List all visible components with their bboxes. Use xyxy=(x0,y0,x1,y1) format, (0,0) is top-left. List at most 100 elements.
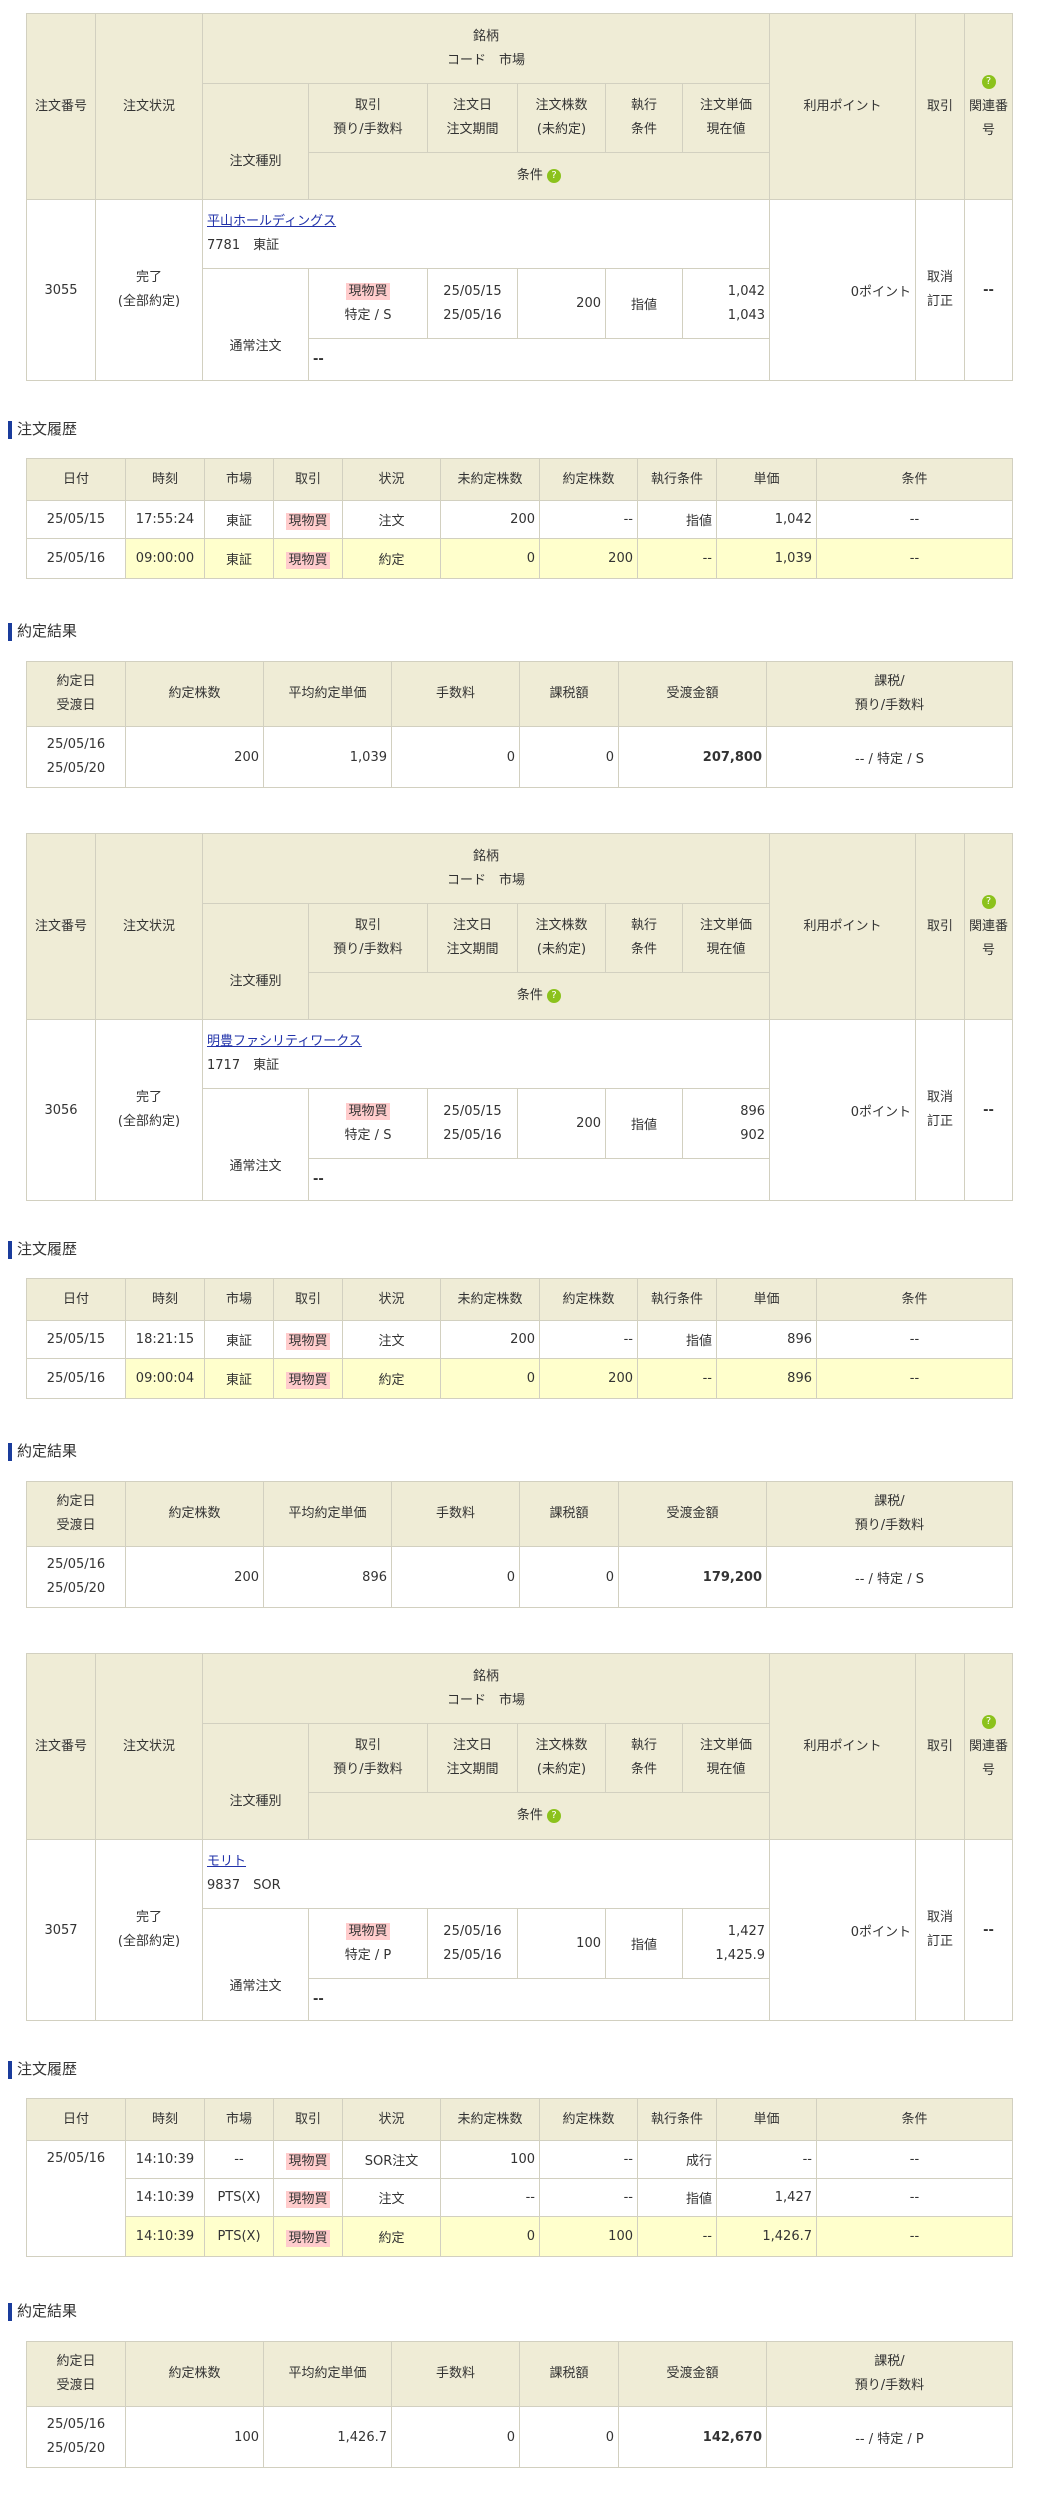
cancel-link[interactable]: 取消 xyxy=(927,270,954,285)
header-points: 利用ポイント xyxy=(769,1653,917,1840)
modify-link[interactable]: 訂正 xyxy=(927,1114,954,1129)
history-time: 09:00:00 xyxy=(125,538,205,579)
header-meigara: 銘柄 コード 市場 xyxy=(201,833,771,904)
order-dates: 25/05/15 25/05/16 xyxy=(427,1088,518,1159)
help-icon[interactable]: ? xyxy=(547,168,562,183)
status-detail: (全部約定) xyxy=(117,1114,181,1129)
header-order-no: 注文番号 xyxy=(26,13,96,200)
modify-link[interactable]: 訂正 xyxy=(927,294,954,309)
label: 課税/ xyxy=(874,1494,905,1509)
label: 注文日 xyxy=(452,1738,492,1753)
history-row: 25/05/15 17:55:24 東証 現物買 注文 200 -- 指値 1,0… xyxy=(26,500,1013,539)
header-h_cond: 条件 xyxy=(816,2098,1013,2141)
stock-name-link[interactable]: モリト xyxy=(207,1854,247,1869)
section-bar-icon xyxy=(8,2060,12,2079)
exec-condition: 指値 xyxy=(605,268,683,339)
header-h_status: 状況 xyxy=(342,2098,441,2141)
header-h_market: 市場 xyxy=(204,2098,274,2141)
label: 平均約定単価 xyxy=(288,1506,367,1521)
help-icon[interactable]: ? xyxy=(981,895,996,909)
order-qty: 200 xyxy=(517,1088,606,1159)
section-bar-icon xyxy=(8,622,12,641)
points: 0ポイント xyxy=(769,1839,917,2021)
trade-badge: 現物買 xyxy=(346,1102,390,1120)
header-taxacct: 課税/預り/手数料 xyxy=(766,2341,1013,2407)
header-conditions: 条件 ? xyxy=(307,972,771,1020)
header-h_market: 市場 xyxy=(204,458,274,501)
header-dates: 約定日 受渡日 xyxy=(26,2341,126,2407)
label: 平均約定単価 xyxy=(288,2366,367,2381)
label: 市場 xyxy=(225,471,252,487)
history-row: 25/05/16 14:10:39 -- 現物買 SOR注文 100 -- 成行 … xyxy=(26,2140,1013,2257)
stock-code: 9837 xyxy=(207,1878,241,1893)
label: 取引 xyxy=(354,918,381,933)
modify-link[interactable]: 訂正 xyxy=(927,1934,954,1949)
header-points: 利用ポイント xyxy=(769,833,917,1020)
history-date: 25/05/16 xyxy=(26,538,126,579)
history-trade: 現物買 xyxy=(273,2140,343,2179)
history-date: 25/05/15 xyxy=(26,500,126,539)
history-price: 1,426.7 xyxy=(716,2216,817,2257)
current-price: 1,043 xyxy=(727,307,766,323)
header-h_exec: 執行条件 xyxy=(637,458,717,501)
header-price: 注文単価 現在値 xyxy=(681,903,771,973)
header-h_trade: 取引 xyxy=(273,458,343,501)
points: 0ポイント xyxy=(769,199,917,381)
label: 約定株数 xyxy=(168,2366,221,2381)
result-dates: 25/05/16 25/05/20 xyxy=(26,2406,126,2468)
label: 注文状況 xyxy=(122,918,175,934)
history-table: 日付 時刻 市場 取引 状況 未約定株数 約定株数 執行条件 単価 条件 25/05/16 14:10… xyxy=(26,2098,1013,2257)
result-tax: 0 xyxy=(519,726,619,788)
order-table: 注文番号 注文状況 銘柄 コード 市場 利用ポイント 取引 ? 関連番号 注文種別 … xyxy=(26,13,1014,381)
label: 注文状況 xyxy=(122,98,175,114)
exec-date: 25/05/16 xyxy=(46,1557,106,1572)
stock-code: 7781 xyxy=(207,238,241,253)
label: 約定日 xyxy=(56,1494,96,1509)
account: 特定 / S xyxy=(344,1127,392,1143)
label: 未約定株数 xyxy=(457,471,523,487)
stock-info: 平山ホールディングス 7781 東証 xyxy=(201,199,771,269)
related-no: -- xyxy=(964,1019,1014,1201)
header-avg: 平均約定単価 xyxy=(263,1481,392,1547)
stock-name-link[interactable]: 明豊ファシリティワークス xyxy=(207,1034,362,1049)
header-h_exec: 執行条件 xyxy=(637,2098,717,2141)
trade-badge: 現物買 xyxy=(286,2191,330,2208)
label: 預り/手数料 xyxy=(854,2378,925,2393)
help-icon[interactable]: ? xyxy=(981,1715,996,1729)
header-avg: 平均約定単価 xyxy=(263,661,392,727)
result-amount: 142,670 xyxy=(618,2406,767,2468)
stock-name-link[interactable]: 平山ホールディングス xyxy=(207,214,337,229)
label: 注文単価 xyxy=(700,1738,753,1753)
history-trade: 現物買 xyxy=(273,500,343,539)
history-status: 注文 xyxy=(342,2178,441,2217)
label: コード 市場 xyxy=(447,872,526,888)
header-h_trade: 取引 xyxy=(273,1278,343,1321)
header-conditions: 条件 ? xyxy=(307,1792,771,1840)
header-price: 注文単価 現在値 xyxy=(681,1723,771,1793)
cancel-link[interactable]: 取消 xyxy=(927,1090,954,1105)
label: 注文番号 xyxy=(34,98,87,114)
header-tax: 課税額 xyxy=(519,2341,619,2407)
help-icon[interactable]: ? xyxy=(547,1808,562,1823)
history-exec: 成行 xyxy=(637,2140,717,2179)
history-unfilled: 100 xyxy=(440,2140,540,2179)
cancel-link[interactable]: 取消 xyxy=(927,1910,954,1925)
history-exec: -- xyxy=(637,2216,717,2257)
help-icon[interactable]: ? xyxy=(981,75,996,89)
history-cond: -- xyxy=(816,1358,1013,1399)
label: 取引 xyxy=(294,471,321,487)
points: 0ポイント xyxy=(769,1019,917,1201)
header-date-period: 注文日 注文期間 xyxy=(427,1723,518,1793)
label: 条件 xyxy=(901,471,928,487)
exec-condition: 指値 xyxy=(605,1088,683,1159)
header-order-status: 注文状況 xyxy=(95,833,203,1020)
label: 受渡金額 xyxy=(666,2366,719,2381)
section-bar-icon xyxy=(8,420,12,439)
label: 関連番号 xyxy=(969,98,1009,138)
exec-condition: 指値 xyxy=(605,1908,683,1979)
header-h_trade: 取引 xyxy=(273,2098,343,2141)
label: 関連番号 xyxy=(969,1738,1009,1778)
history-status: 注文 xyxy=(342,1320,441,1359)
help-icon[interactable]: ? xyxy=(547,988,562,1003)
history-title: 注文履歴 xyxy=(8,1239,77,1259)
